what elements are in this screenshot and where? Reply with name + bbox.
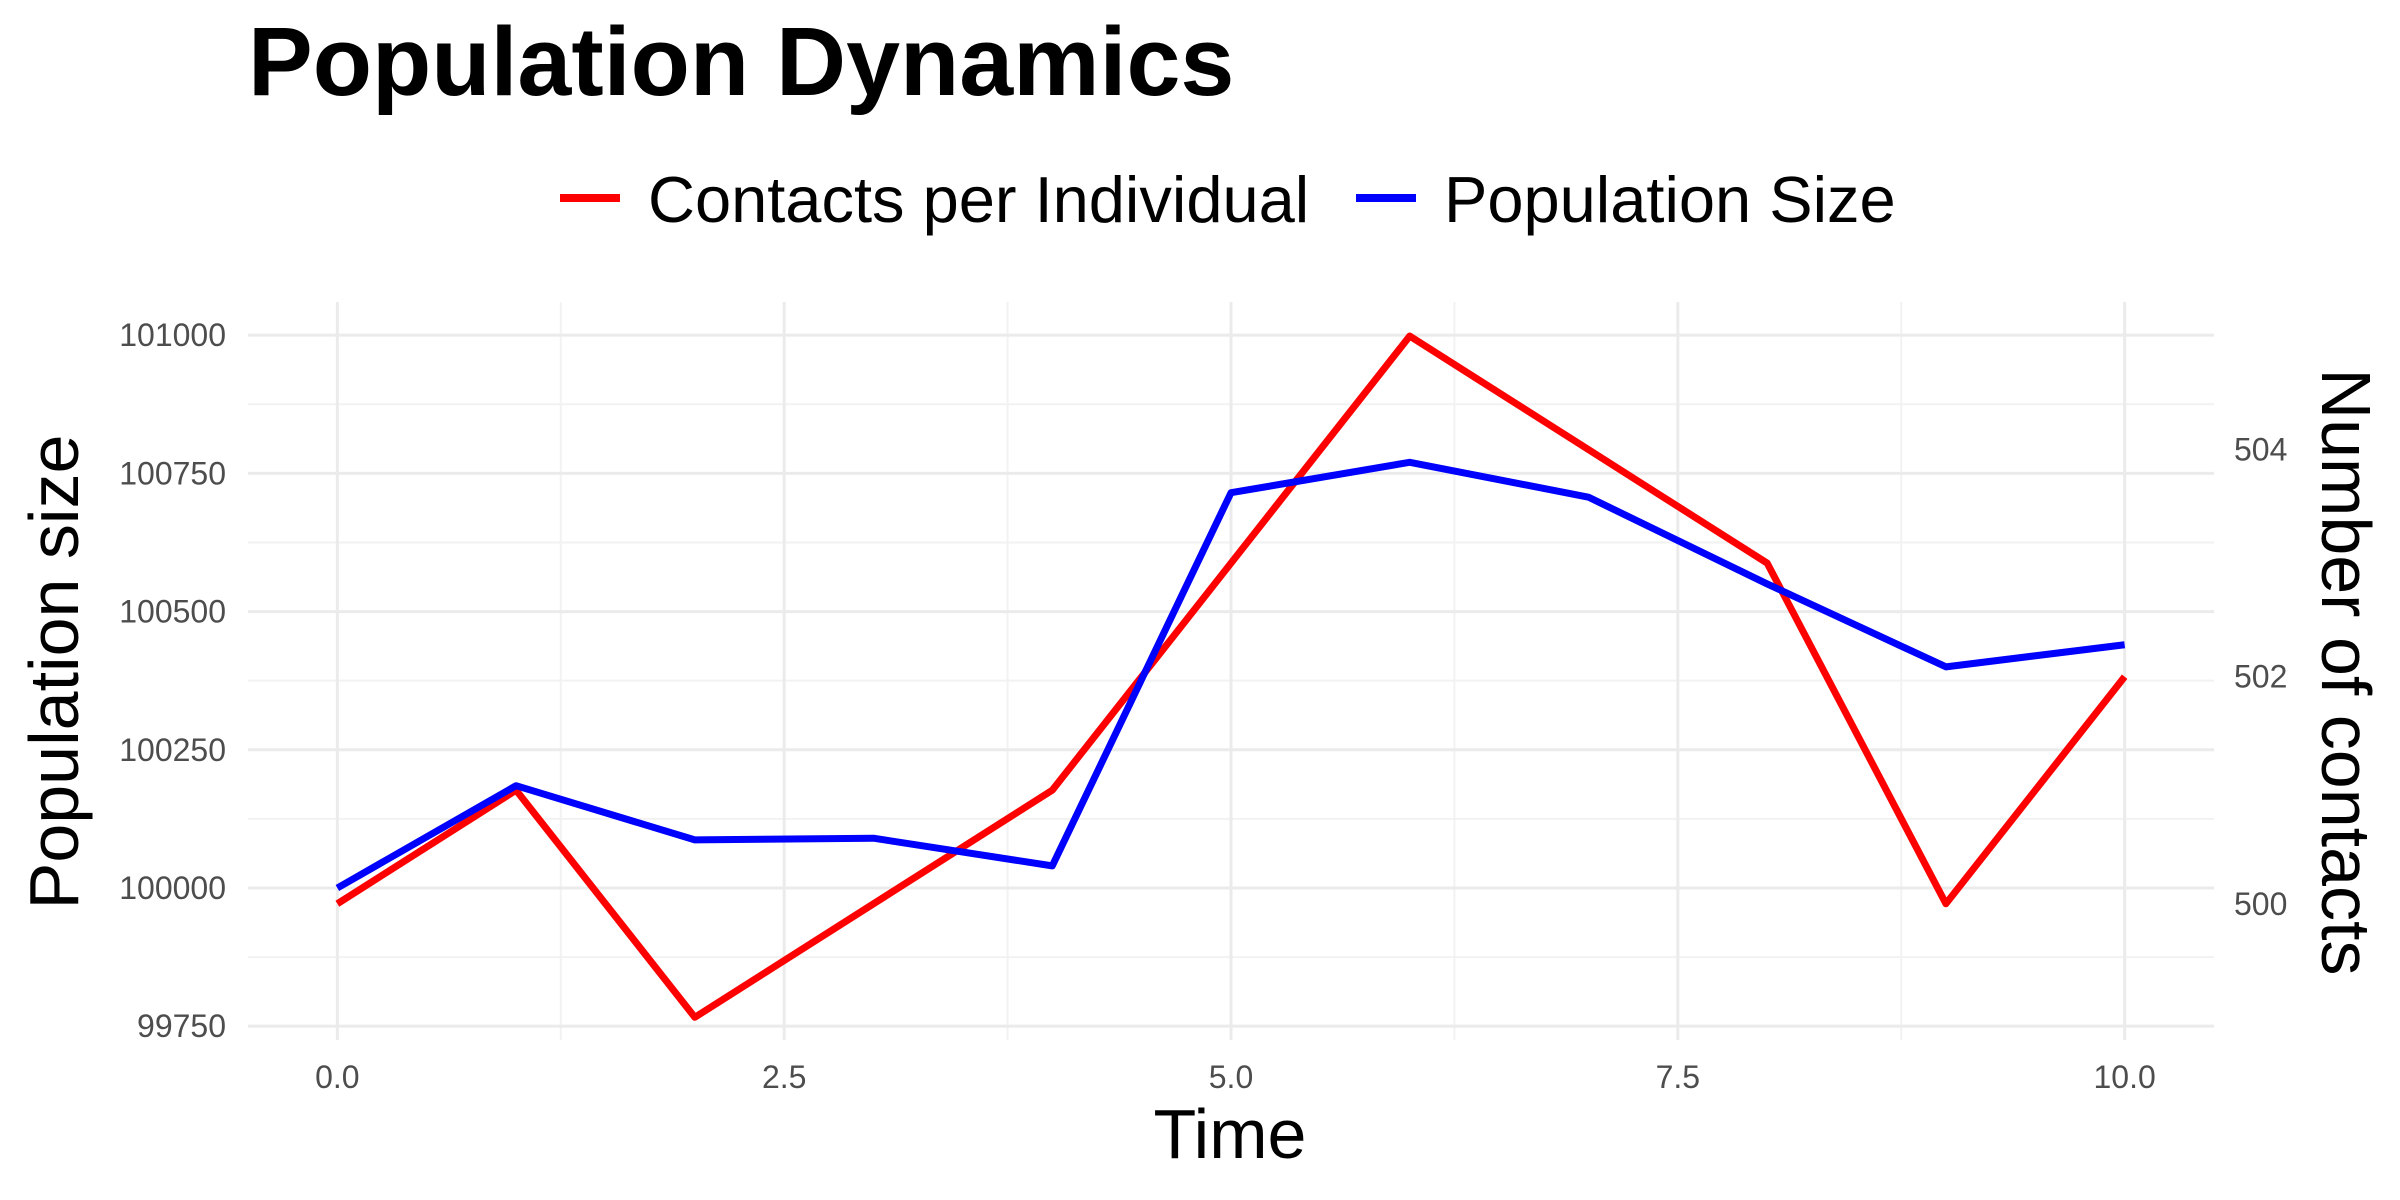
y2-tick-label: 502 [2234,659,2287,695]
y-axis-title: Population size [15,435,93,910]
y-tick-label: 100750 [119,455,226,491]
series-layer [335,332,2128,1021]
x-tick-label: 5.0 [1209,1059,1253,1095]
series-line-contacts-per-individual [335,332,2128,1021]
x-tick-label: 2.5 [762,1059,806,1095]
series-line-population-size [335,458,2126,892]
y2-axis-title: Number of contacts [2307,369,2385,976]
x-tick-label: 7.5 [1656,1059,1700,1095]
y2-tick-label: 504 [2234,432,2287,468]
legend: Contacts per Individual Population Size [560,163,1896,236]
grid-layer [248,302,2214,1040]
legend-label-population: Population Size [1444,163,1896,236]
x-axis-title: Time [1154,1095,1307,1173]
x-tick-label: 0.0 [315,1059,359,1095]
y-tick-label: 100500 [119,594,226,630]
y-tick-label: 99750 [137,1008,226,1044]
y-tick-label: 100250 [119,732,226,768]
chart-title: Population Dynamics [248,7,1234,116]
y-tick-label: 100000 [119,870,226,906]
y-tick-label: 101000 [119,317,226,353]
legend-label-contacts: Contacts per Individual [648,163,1309,236]
tick-layer: 0.0 2.5 5.0 7.5 10.0 99750 100000 100250 100500 1… [119,317,2287,1095]
x-tick-label: 10.0 [2093,1059,2155,1095]
y2-tick-label: 500 [2234,886,2287,922]
